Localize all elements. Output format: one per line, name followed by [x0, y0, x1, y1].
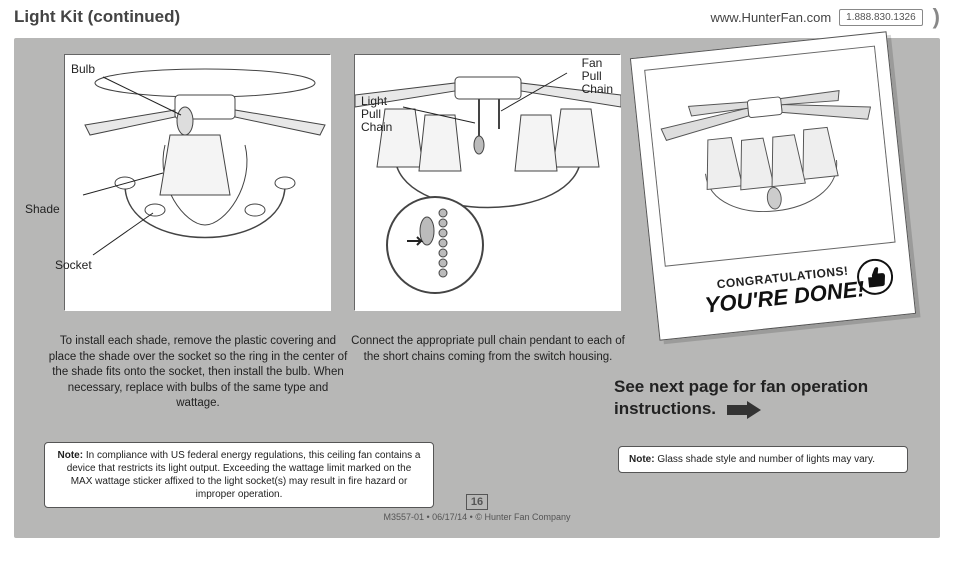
note-text-a: In compliance with US federal energy reg… — [67, 450, 421, 500]
polaroid-illustration — [644, 46, 895, 267]
content-inner: Bulb Shade Socket — [24, 48, 930, 528]
manual-page: Light Kit (continued) www.HunterFan.com … — [0, 0, 954, 564]
diagram-panel-pull-chain: Light Pull Chain Fan Pull Chain — [354, 54, 620, 310]
completion-polaroid: CONGRATULATIONS! YOU'RE DONE! — [630, 31, 916, 340]
page-footer: 16 M3557-01 • 06/17/14 • © Hunter Fan Co… — [24, 494, 930, 522]
page-number: 16 — [466, 494, 488, 510]
note-shade-variation: Note: Glass shade style and number of li… — [618, 446, 908, 473]
phone-icon: ) — [933, 4, 940, 30]
header-right: www.HunterFan.com 1.888.830.1326 ) — [711, 4, 941, 30]
phone-number: 1.888.830.1326 — [839, 9, 923, 26]
caption-panel-a: To install each shade, remove the plasti… — [48, 334, 348, 412]
website-url: www.HunterFan.com — [711, 10, 832, 25]
caption-panel-b: Connect the appropriate pull chain penda… — [348, 334, 628, 365]
thumbs-up-icon — [855, 257, 895, 297]
finished-fan-illustration — [645, 47, 894, 266]
label-light-pull-chain: Light Pull Chain — [361, 95, 392, 135]
label-shade: Shade — [25, 203, 60, 216]
next-page-instruction: See next page for fan operation instruct… — [614, 376, 908, 420]
label-fan-pull-chain: Fan Pull Chain — [582, 57, 613, 97]
label-socket: Socket — [55, 259, 92, 272]
diagram-panel-shade-install: Bulb Shade Socket — [64, 54, 330, 310]
note-text-b: Glass shade style and number of lights m… — [655, 454, 875, 465]
arrow-right-icon — [727, 401, 761, 419]
label-bulb: Bulb — [71, 63, 95, 76]
note-label-a: Note: — [58, 450, 84, 461]
note-label-b: Note: — [629, 454, 655, 465]
fan-diagram-a — [65, 55, 331, 311]
footer-meta: M3557-01 • 06/17/14 • © Hunter Fan Compa… — [383, 512, 570, 522]
section-title: Light Kit (continued) — [14, 7, 180, 27]
page-header: Light Kit (continued) www.HunterFan.com … — [0, 0, 954, 34]
content-panel: Bulb Shade Socket — [14, 38, 940, 538]
